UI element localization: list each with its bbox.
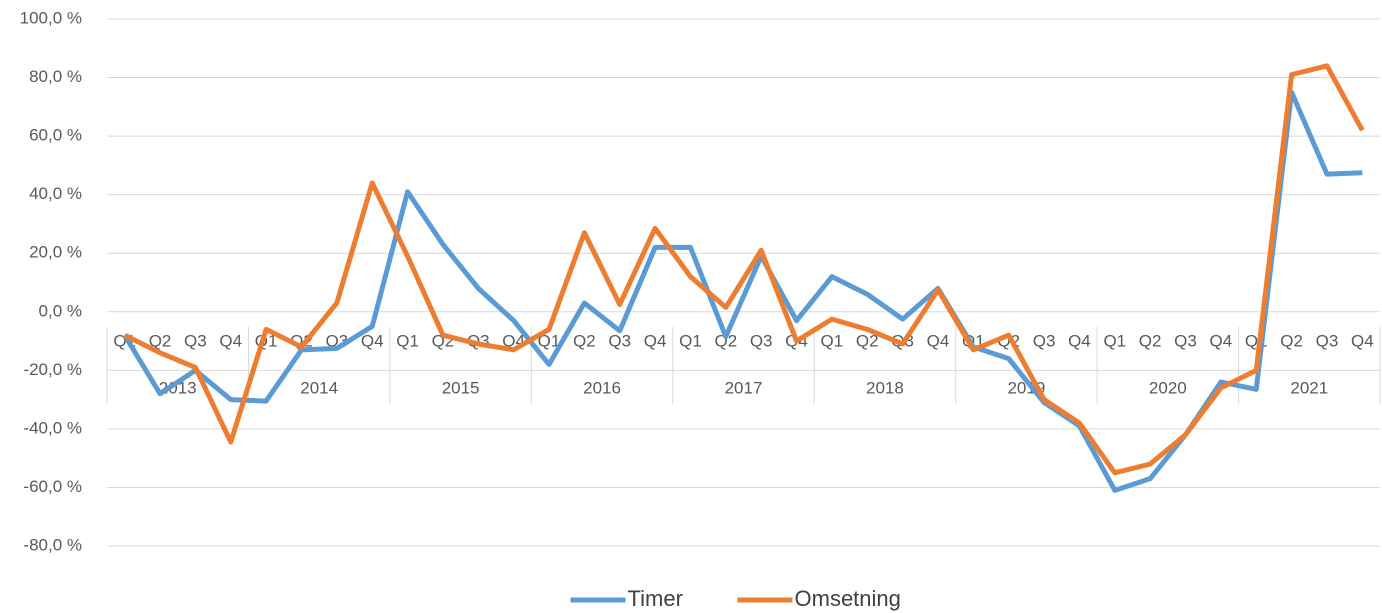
y-tick-label: 40,0 % — [29, 184, 82, 203]
y-tick-label: -20,0 % — [23, 360, 82, 379]
x-tick-label: Q4 — [644, 331, 667, 350]
line-series — [123, 63, 1365, 476]
x-tick-label: Q1 — [396, 331, 419, 350]
x-tick-label: Q3 — [608, 331, 631, 350]
x-tick-label: Q3 — [1316, 331, 1339, 350]
x-tick-label: Q2 — [856, 331, 879, 350]
x-tick-label: Q1 — [538, 331, 561, 350]
x-tick-label: Q4 — [1351, 331, 1374, 350]
legend-label: Timer — [628, 586, 683, 611]
x-tick-label: Q3 — [184, 331, 207, 350]
y-tick-label: 60,0 % — [29, 126, 82, 145]
x-tick-label: Q3 — [1174, 331, 1197, 350]
x-tick-label: Q2 — [1280, 331, 1303, 350]
line-series — [122, 89, 1363, 493]
x-group-label: 2015 — [442, 378, 480, 397]
x-tick-label: Q4 — [1068, 331, 1091, 350]
x-tick-label: Q4 — [361, 331, 384, 350]
y-tick-label: 100,0 % — [20, 8, 82, 27]
x-tick-label: Q3 — [1033, 331, 1056, 350]
x-tick-label: Q4 — [219, 331, 242, 350]
x-tick-label: Q4 — [1210, 331, 1233, 350]
x-group-label: 2014 — [300, 378, 338, 397]
y-tick-label: -80,0 % — [23, 535, 82, 554]
x-tick-label: Q3 — [750, 331, 773, 350]
legend-label: Omsetning — [795, 586, 901, 611]
y-tick-label: 0,0 % — [39, 301, 82, 320]
x-group-label: 2021 — [1290, 378, 1328, 397]
x-group-label: 2016 — [583, 378, 621, 397]
y-tick-label: -40,0 % — [23, 418, 82, 437]
x-tick-label: Q1 — [1103, 331, 1126, 350]
x-group-label: 2018 — [866, 378, 904, 397]
x-tick-label: Q2 — [1139, 331, 1162, 350]
x-tick-label: Q1 — [679, 331, 702, 350]
x-tick-label: Q4 — [927, 331, 950, 350]
y-tick-label: -60,0 % — [23, 477, 82, 496]
x-group-label: 2020 — [1149, 378, 1187, 397]
x-tick-label: Q1 — [821, 331, 844, 350]
x-tick-label: Q2 — [714, 331, 737, 350]
y-tick-label: 20,0 % — [29, 243, 82, 262]
x-group-label: 2017 — [725, 378, 763, 397]
y-tick-label: 80,0 % — [29, 67, 82, 86]
x-tick-label: Q2 — [573, 331, 596, 350]
x-group-label: 2013 — [159, 378, 197, 397]
x-tick-label: Q2 — [149, 331, 172, 350]
